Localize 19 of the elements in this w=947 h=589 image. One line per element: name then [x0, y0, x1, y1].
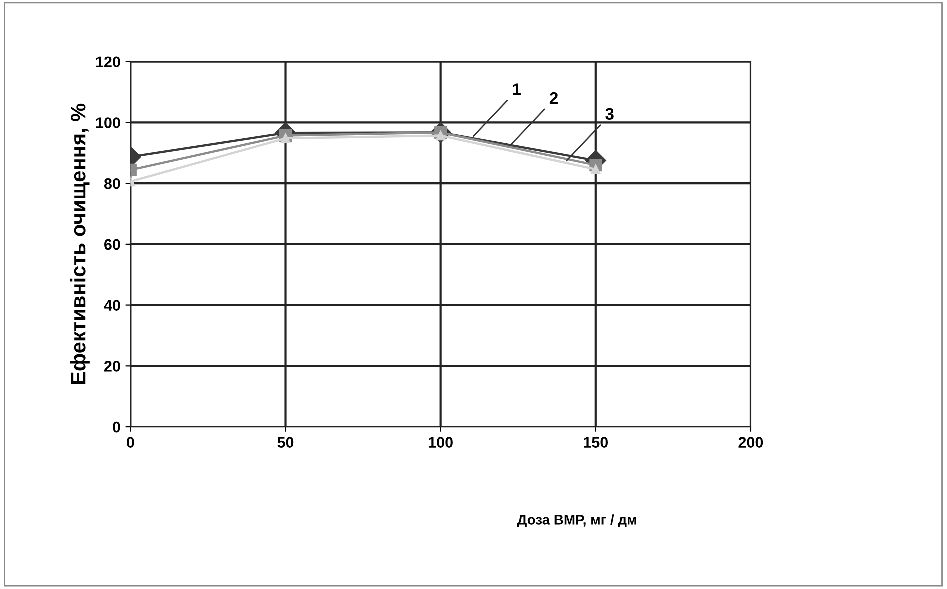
y-tick-label: 60 [104, 239, 120, 250]
annotation: 1 [513, 84, 521, 96]
x-tick-label: 100 [429, 437, 453, 448]
x-tick-label: 0 [127, 437, 134, 448]
y-tick-label: 20 [104, 361, 120, 372]
annotation: 3 [606, 108, 614, 120]
x-axis-title: Доза ВМР, мг / дм [517, 514, 636, 528]
y-tick-label: 0 [113, 422, 120, 433]
y-tick-label: 100 [96, 118, 120, 128]
x-tick-label: 200 [738, 437, 764, 448]
point [591, 164, 601, 174]
point [280, 134, 291, 144]
annotation: 2 [550, 92, 558, 104]
y-axis-title: Ефективність очищення, % [70, 104, 90, 384]
x-tick-label: 50 [278, 437, 294, 448]
y-tick-label: 120 [96, 56, 120, 68]
y-tick-label: 80 [104, 178, 120, 190]
y-tick-label: 40 [104, 300, 120, 311]
x-tick-label: 150 [584, 437, 608, 448]
